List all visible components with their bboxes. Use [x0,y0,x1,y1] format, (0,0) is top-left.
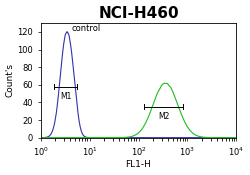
Text: control: control [71,24,100,33]
X-axis label: FL1-H: FL1-H [126,160,152,169]
Y-axis label: Count's: Count's [6,63,15,97]
Text: M1: M1 [60,92,72,101]
Text: M2: M2 [158,112,169,121]
Title: NCI-H460: NCI-H460 [98,6,179,20]
